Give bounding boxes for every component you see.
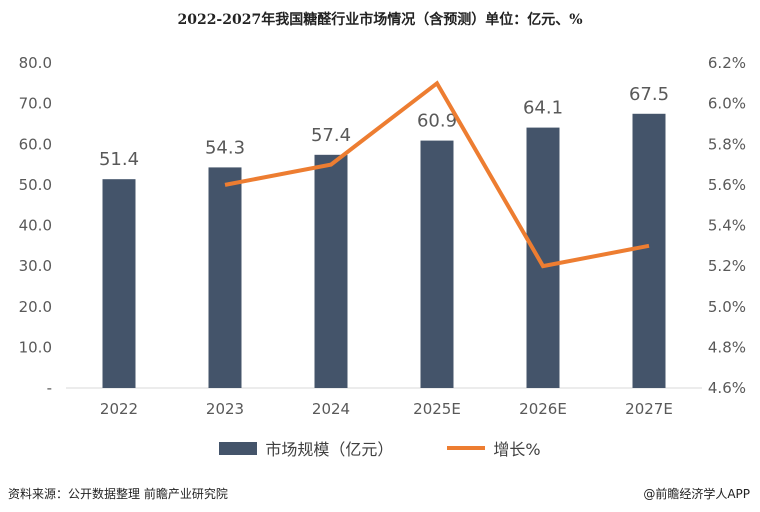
bar [632, 113, 666, 388]
x-axis-ticks: 2022 2023 2024 2025E 2026E 2027E [100, 400, 673, 418]
bar-data-label: 67.5 [629, 84, 669, 105]
bar [526, 127, 560, 388]
left-axis-tick-label: 80.0 [19, 54, 52, 72]
left-axis-tick-label: 50.0 [19, 176, 52, 194]
bar [102, 179, 136, 388]
bar-data-label: 60.9 [417, 111, 457, 132]
right-axis-tick-label: 5.6% [708, 176, 746, 194]
bar-data-label: 54.3 [205, 137, 245, 158]
legend: 市场规模（亿元） 增长% [0, 436, 760, 460]
left-axis-tick-label: 40.0 [19, 217, 52, 235]
left-axis-tick-label: 20.0 [19, 298, 52, 316]
source-note: 资料来源：公开数据整理 前瞻产业研究院 [8, 487, 228, 501]
right-axis-tick-label: 4.8% [708, 338, 746, 356]
left-axis-tick-label: 70.0 [19, 95, 52, 113]
bar-data-label: 57.4 [311, 125, 351, 146]
x-axis-tick-label: 2022 [100, 400, 138, 418]
legend-label-growth: 增长% [493, 440, 541, 459]
bar [208, 167, 242, 388]
right-axis-tick-label: 5.2% [708, 257, 746, 275]
legend-label-market-size: 市场规模（亿元） [265, 440, 394, 459]
bar-series [102, 113, 666, 388]
right-axis-tick-label: 6.2% [708, 54, 746, 72]
legend-swatch-line [447, 446, 486, 450]
left-axis-tick-label: 30.0 [19, 257, 52, 275]
right-axis-tick-label: 5.0% [708, 298, 746, 316]
x-axis-tick-label: 2025E [413, 400, 461, 418]
growth-line [224, 80, 650, 269]
brand-credit: @前瞻经济学人APP [643, 487, 750, 501]
x-axis-tick-label: 2026E [519, 400, 567, 418]
x-axis-tick-label: 2024 [312, 400, 350, 418]
legend-item-market-size: 市场规模（亿元） [219, 436, 393, 460]
x-axis-tick-label: 2027E [625, 400, 673, 418]
legend-swatch-bar [219, 441, 258, 455]
x-axis-tick-label: 2023 [206, 400, 244, 418]
right-axis-tick-label: 5.4% [708, 217, 746, 235]
bar-data-label: 51.4 [99, 149, 139, 170]
growth-line-series [224, 80, 650, 269]
right-axis-tick-label: 5.8% [708, 135, 746, 153]
right-axis-tick-label: 6.0% [708, 95, 746, 113]
left-axis-ticks: - 10.0 20.0 30.0 40.0 50.0 60.0 70.0 80.0 [19, 54, 52, 397]
right-axis-ticks: 4.6% 4.8% 5.0% 5.2% 5.4% 5.6% 5.8% 6.0% 6.2% [708, 54, 746, 397]
legend-item-growth: 增长% [447, 436, 541, 460]
bar-data-labels: 51.4 54.3 57.4 60.9 64.1 67.5 [99, 84, 669, 170]
footer: 资料来源：公开数据整理 前瞻产业研究院 @前瞻经济学人APP [8, 485, 750, 502]
left-axis-tick-label: - [47, 379, 52, 397]
left-axis-tick-label: 10.0 [19, 338, 52, 356]
bar [420, 140, 454, 388]
left-axis-tick-label: 60.0 [19, 135, 52, 153]
chart-title: 2022-2027年我国糖醛行业市场情况（含预测）单位：亿元、% [177, 12, 583, 28]
bar-data-label: 64.1 [523, 98, 563, 119]
right-axis-tick-label: 4.6% [708, 379, 746, 397]
bar [314, 154, 348, 388]
chart: -10.020.030.040.050.060.070.080.0 4.6%4.… [19, 54, 746, 418]
